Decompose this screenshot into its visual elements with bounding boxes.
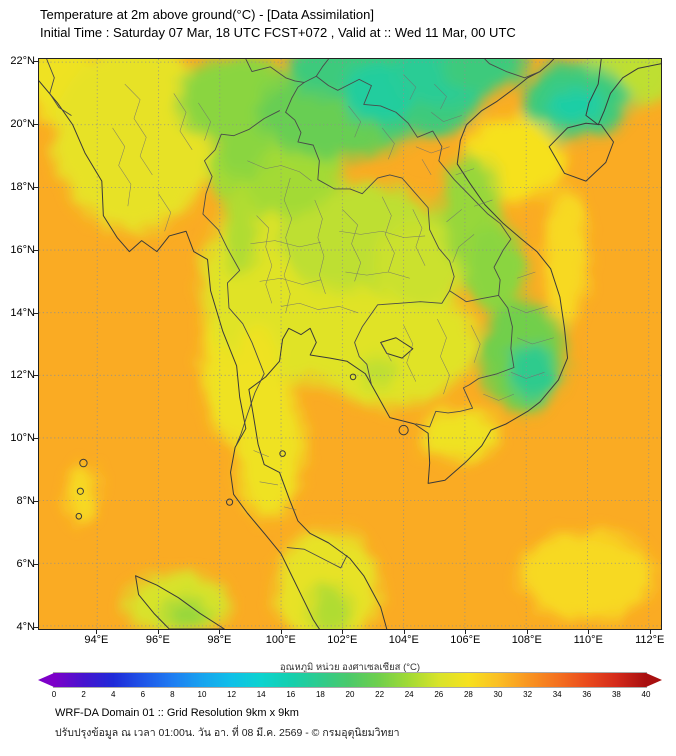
x-tick-label: 96°E (145, 634, 170, 646)
border-myanmar-bangladesh (47, 59, 72, 115)
y-tick-label: 6°N (16, 558, 35, 570)
temp-region-ne-vietnam-border (440, 59, 527, 94)
island-andaman (80, 459, 87, 467)
island-nicobar-2 (76, 513, 82, 519)
y-tick-label: 14°N (10, 306, 35, 319)
colorbar-tick-label: 4 (110, 690, 116, 699)
temp-region-hainan-cold-core (547, 87, 603, 125)
x-tick-label: 110°E (573, 634, 603, 646)
colorbar-tick-label: 6 (140, 690, 146, 699)
coastline-gulf-vietnam (249, 59, 568, 629)
island-nicobar-1 (77, 488, 83, 494)
temp-region-vietnam-coast-water (544, 187, 588, 326)
province-borders-cambodia (382, 319, 480, 394)
province-borders-vietnam (404, 75, 554, 401)
colorbar-left-arrow (38, 673, 54, 687)
y-tick-label: 16°N (10, 243, 35, 256)
colorbar-tick-label: 12 (227, 690, 237, 699)
temp-region-se-ocean-patch (520, 531, 655, 620)
x-tick-label: 102°E (327, 634, 358, 646)
temp-region-sumatra-highlands (161, 597, 211, 629)
colorbar-tick-label: 10 (197, 690, 207, 699)
coastline-south-china (586, 59, 661, 125)
x-tick-label: 94°E (84, 634, 109, 646)
colorbar-tick-label: 16 (286, 690, 296, 699)
island-koh-chang (350, 374, 356, 380)
island-samui (280, 451, 286, 457)
colorbar-tick-label: 40 (641, 690, 651, 699)
colorbar-tick-label: 20 (345, 690, 355, 699)
colorbar-tick-label: 24 (404, 690, 414, 699)
colorbar-label: อุณหภูมิ หน่วย องศาเซลเซียส (°C) (279, 662, 421, 673)
temp-region-myanmar-central-plain (54, 59, 214, 232)
lat-lon-gridlines (39, 59, 661, 629)
page-title: Temperature at 2m above ground(°C) - [Da… (40, 7, 374, 22)
border-china-laos-myanmar (246, 59, 329, 82)
temp-region-cambodia-lowland (305, 281, 478, 407)
border-thailand-laos-cambodia (286, 112, 455, 384)
colorbar-tick-label: 26 (434, 690, 444, 699)
border-vietnam-china (485, 59, 540, 78)
border-laos-vietnam (286, 76, 511, 295)
colorbar-tick-labels: 0 2 4 6 8 10 12 14 16 18 20 22 24 26 28 30 32 34 36 38 40 (38, 690, 662, 702)
colorbar-right-arrow (646, 673, 662, 687)
y-tick-label: 22°N (10, 55, 35, 68)
y-tick-label: 12°N (10, 369, 35, 382)
x-tick-label: 112°E (635, 634, 665, 646)
island-phuket (227, 499, 233, 505)
colorbar-gradient (53, 672, 647, 688)
colorbar-tick-label: 38 (611, 690, 621, 699)
colorbar-tick-label: 36 (582, 690, 592, 699)
y-tick-label: 18°N (10, 180, 35, 193)
page-subtitle: Initial Time : Saturday 07 Mar, 18 UTC F… (40, 25, 516, 40)
colorbar-tick-label: 14 (256, 690, 266, 699)
y-tick-label: 4°N (16, 620, 35, 633)
x-tick-label: 108°E (511, 634, 542, 646)
coastline-sumatra (136, 576, 225, 629)
colorbar-tick-label: 8 (170, 690, 175, 699)
temp-region-malay-peninsula-south (274, 528, 380, 629)
coastline-west-mainland (39, 81, 319, 629)
temp-region-cardamom-mountains (360, 356, 398, 388)
y-tick-label: 20°N (10, 118, 35, 130)
border-laos-cambodia (450, 291, 499, 302)
temp-region-dalat-cold-core (507, 344, 557, 401)
y-tick-label: 10°N (10, 432, 35, 445)
island-phu-quoc (399, 425, 408, 434)
colorbar-tick-label: 30 (493, 690, 503, 699)
y-tick-label: 8°N (16, 495, 35, 508)
tonle-sap-lake (381, 338, 413, 358)
footer-update-info: ปรับปรุงข้อมูล ณ เวลา 01:00น. วัน อา. ที… (55, 727, 400, 739)
temp-region-annamite-range-south (464, 224, 527, 313)
colorbar-tick-label: 0 (51, 690, 57, 699)
x-tick-label: 106°E (450, 634, 481, 646)
coastline-hainan-island (549, 123, 613, 181)
province-borders-thailand (247, 161, 425, 510)
geography-overlay (39, 59, 661, 629)
border-cambodia-vietnam (416, 295, 514, 427)
footer-domain-info: WRF-DA Domain 01 :: Grid Resolution 9km … (55, 707, 299, 719)
colorbar-tick-label: 32 (523, 690, 533, 699)
colorbar-tick-label: 34 (552, 690, 562, 699)
colorbar-tick-label: 2 (81, 690, 86, 699)
temperature-map-canvas (39, 59, 661, 629)
temp-region-peninsula-north (235, 369, 303, 520)
border-thailand-malaysia (287, 548, 347, 568)
province-borders-myanmar (113, 84, 211, 231)
temp-region-malaysia-highlands (308, 585, 352, 629)
colorbar (38, 672, 662, 688)
x-tick-label: 98°E (207, 634, 232, 646)
border-myanmar-thailand (203, 111, 280, 445)
colorbar-tick-label: 22 (375, 690, 385, 699)
province-borders-laos (348, 106, 474, 263)
x-tick-label: 104°E (388, 634, 419, 646)
temp-region-western-thailand-range (222, 187, 260, 276)
map-plot-area (38, 58, 662, 630)
colorbar-tick-label: 18 (315, 690, 325, 699)
x-tick-label: 100°E (265, 634, 296, 646)
colorbar-tick-label: 28 (463, 690, 473, 699)
temp-region-mekong-delta (418, 409, 499, 460)
